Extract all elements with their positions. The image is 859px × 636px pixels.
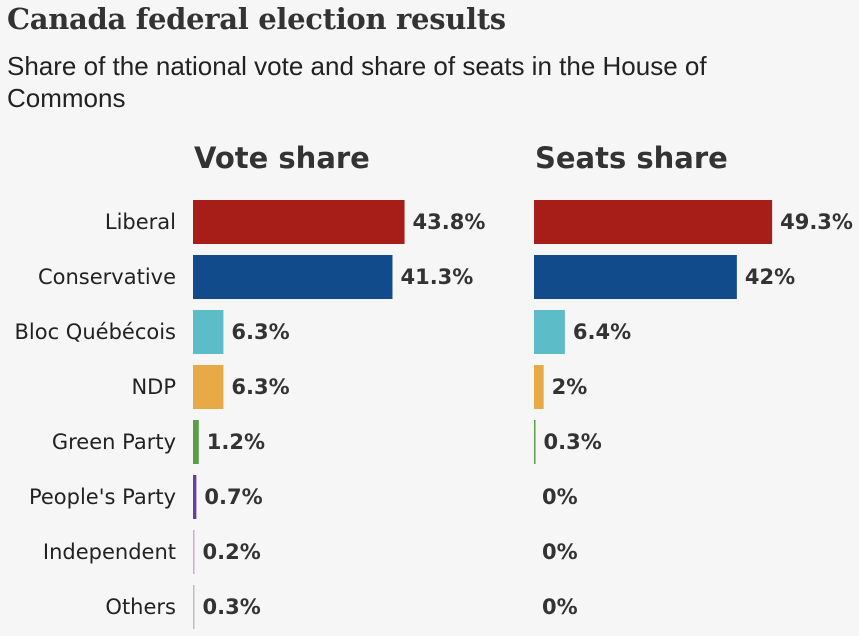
category-label-people-s-party: People's Party <box>29 485 176 509</box>
bar-green-party-vote <box>193 420 199 464</box>
value-label-conservative-vote: 41.3% <box>400 265 473 289</box>
value-label-ndp-vote: 6.3% <box>231 375 289 399</box>
value-label-people-s-party-vote: 0.7% <box>204 485 262 509</box>
bar-ndp-seats <box>534 365 544 409</box>
value-label-independent-seats: 0% <box>542 540 578 564</box>
value-label-liberal-seats: 49.3% <box>780 210 853 234</box>
category-label-bloc-qu-b-cois: Bloc Québécois <box>15 320 177 344</box>
category-label-others: Others <box>105 595 176 619</box>
bar-liberal-vote <box>193 200 405 244</box>
category-label-independent: Independent <box>43 540 176 564</box>
category-label-liberal: Liberal <box>105 210 176 234</box>
value-label-others-vote: 0.3% <box>203 595 261 619</box>
bar-liberal-seats <box>534 200 773 244</box>
value-label-ndp-seats: 2% <box>552 375 588 399</box>
value-label-people-s-party-seats: 0% <box>542 485 578 509</box>
panel-title-seats-share: Seats share <box>535 141 728 175</box>
bar-independent-vote <box>193 530 195 574</box>
value-label-others-seats: 0% <box>542 595 578 619</box>
panel-title-vote-share: Vote share <box>194 141 370 175</box>
value-label-bloc-qu-b-cois-vote: 6.3% <box>231 320 289 344</box>
bar-ndp-vote <box>193 365 224 409</box>
category-label-green-party: Green Party <box>52 430 176 454</box>
bar-bloc-qu-b-cois-seats <box>534 310 565 354</box>
category-label-ndp: NDP <box>131 375 176 399</box>
chart-subtitle: Share of the national vote and share of … <box>7 51 707 113</box>
value-label-bloc-qu-b-cois-seats: 6.4% <box>573 320 631 344</box>
bar-people-s-party-vote <box>193 475 197 519</box>
category-label-conservative: Conservative <box>38 265 176 289</box>
value-label-conservative-seats: 42% <box>745 265 795 289</box>
value-label-green-party-seats: 0.3% <box>544 430 602 454</box>
bar-conservative-seats <box>534 255 737 299</box>
bar-conservative-vote <box>193 255 393 299</box>
bar-green-party-seats <box>534 420 536 464</box>
bar-bloc-qu-b-cois-vote <box>193 310 224 354</box>
chart-title: Canada federal election results <box>7 2 506 36</box>
value-label-independent-vote: 0.2% <box>203 540 261 564</box>
value-label-green-party-vote: 1.2% <box>207 430 265 454</box>
value-label-liberal-vote: 43.8% <box>413 210 486 234</box>
bar-others-vote <box>193 585 195 629</box>
